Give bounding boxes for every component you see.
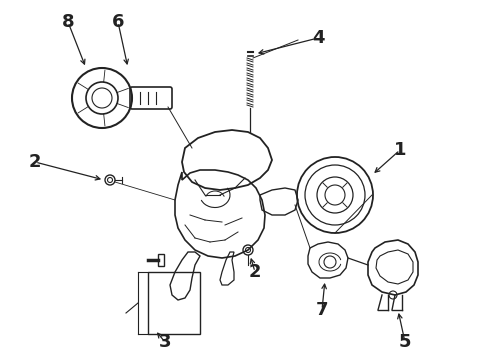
Text: 7: 7 xyxy=(316,301,328,319)
Bar xyxy=(148,272,200,334)
Text: 4: 4 xyxy=(312,29,324,47)
Text: 5: 5 xyxy=(399,333,411,351)
Text: 6: 6 xyxy=(112,13,124,31)
Text: 2: 2 xyxy=(249,263,261,281)
Text: 3: 3 xyxy=(159,333,171,351)
Text: 8: 8 xyxy=(62,13,74,31)
Text: 1: 1 xyxy=(394,141,406,159)
Text: 2: 2 xyxy=(29,153,41,171)
